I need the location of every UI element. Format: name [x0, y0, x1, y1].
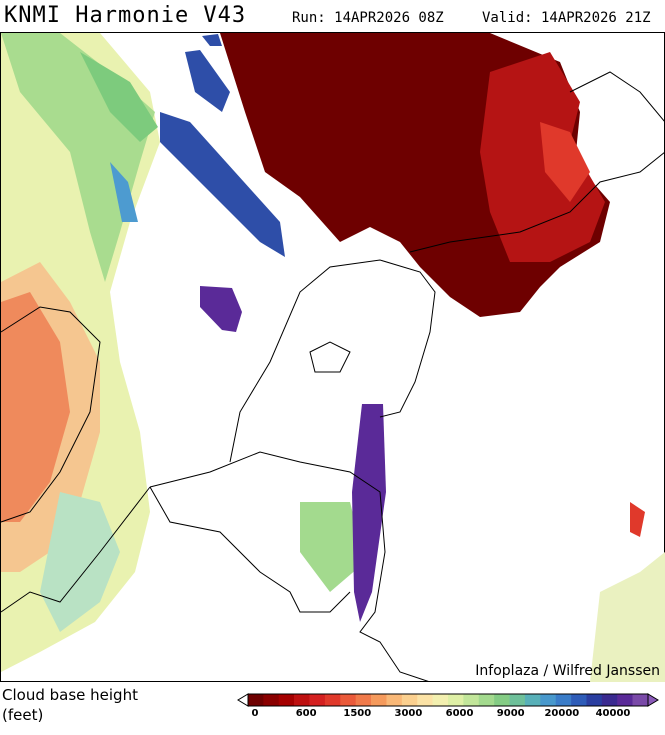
cloud-field: [480, 52, 605, 262]
valid-time: Valid: 14APR2026 21Z: [482, 10, 651, 26]
colorbar-label: 600: [296, 708, 317, 719]
cloud-field: [540, 122, 590, 202]
colorbar-swatch: [509, 694, 526, 706]
colorbar-label: 40000: [596, 708, 631, 719]
coastline: [0, 71, 665, 682]
colorbar-label: 9000: [497, 708, 525, 719]
legend-unit: (feet): [2, 706, 44, 724]
colorbar-swatch: [278, 694, 295, 706]
cloud-field: [1, 292, 70, 522]
colorbar-swatch: [555, 694, 572, 706]
colorbar-swatch: [571, 694, 587, 706]
run-time: Run: 14APR2026 08Z: [292, 10, 444, 26]
credit: Infoplaza / Wilfred Janssen: [475, 663, 660, 679]
colorbar-arrow: [647, 693, 659, 707]
colorbar-swatch: [432, 694, 449, 706]
cloud-field: [300, 502, 365, 592]
map: Infoplaza / Wilfred Janssen: [0, 32, 665, 682]
cloud-field: [80, 52, 158, 142]
colorbar-swatch: [494, 694, 510, 706]
colorbar-swatch: [386, 694, 403, 706]
cloud-field: [200, 286, 242, 332]
colorbar-swatch: [448, 694, 464, 706]
colorbar-swatch: [463, 694, 480, 706]
colorbar-swatch: [601, 694, 618, 706]
colorbar-label: 3000: [395, 708, 423, 719]
colorbar-swatch: [309, 694, 326, 706]
cloud-field: [202, 34, 222, 46]
colorbar: 0 600 1500 3000 6000 9000 20000 40000: [237, 693, 659, 719]
colorbar-swatch: [417, 694, 433, 706]
colorbar-arrow: [237, 693, 249, 707]
colorbar-swatch: [540, 694, 556, 706]
colorbar-label: 1500: [343, 708, 371, 719]
colorbar-swatch: [478, 694, 495, 706]
cloud-field: [160, 112, 285, 257]
colorbar-swatch: [324, 694, 341, 706]
cloud-field: [590, 552, 665, 682]
legend-title: Cloud base height: [2, 686, 138, 704]
colorbar-label: 20000: [544, 708, 579, 719]
colorbar-swatch: [617, 694, 633, 706]
colorbar-outline: [247, 693, 649, 707]
cloud-field: [352, 404, 386, 622]
cloud-field: [185, 50, 230, 112]
colorbar-swatch: [524, 694, 541, 706]
cloud-field: [40, 492, 120, 632]
colorbar-label: 0: [252, 708, 259, 719]
colorbar-swatch: [263, 694, 280, 706]
title: KNMI Harmonie V43: [4, 3, 247, 28]
colorbar-swatch: [248, 694, 264, 706]
colorbar-label: 6000: [446, 708, 474, 719]
colorbar-swatch: [632, 694, 649, 706]
colorbar-swatch: [371, 694, 387, 706]
cloud-field: [110, 162, 138, 222]
colorbar-swatch: [355, 694, 372, 706]
colorbar-swatch: [586, 694, 603, 706]
colorbar-swatch: [340, 694, 356, 706]
colorbar-swatch: [294, 694, 310, 706]
cloud-field: [630, 502, 645, 537]
colorbar-swatch: [401, 694, 418, 706]
